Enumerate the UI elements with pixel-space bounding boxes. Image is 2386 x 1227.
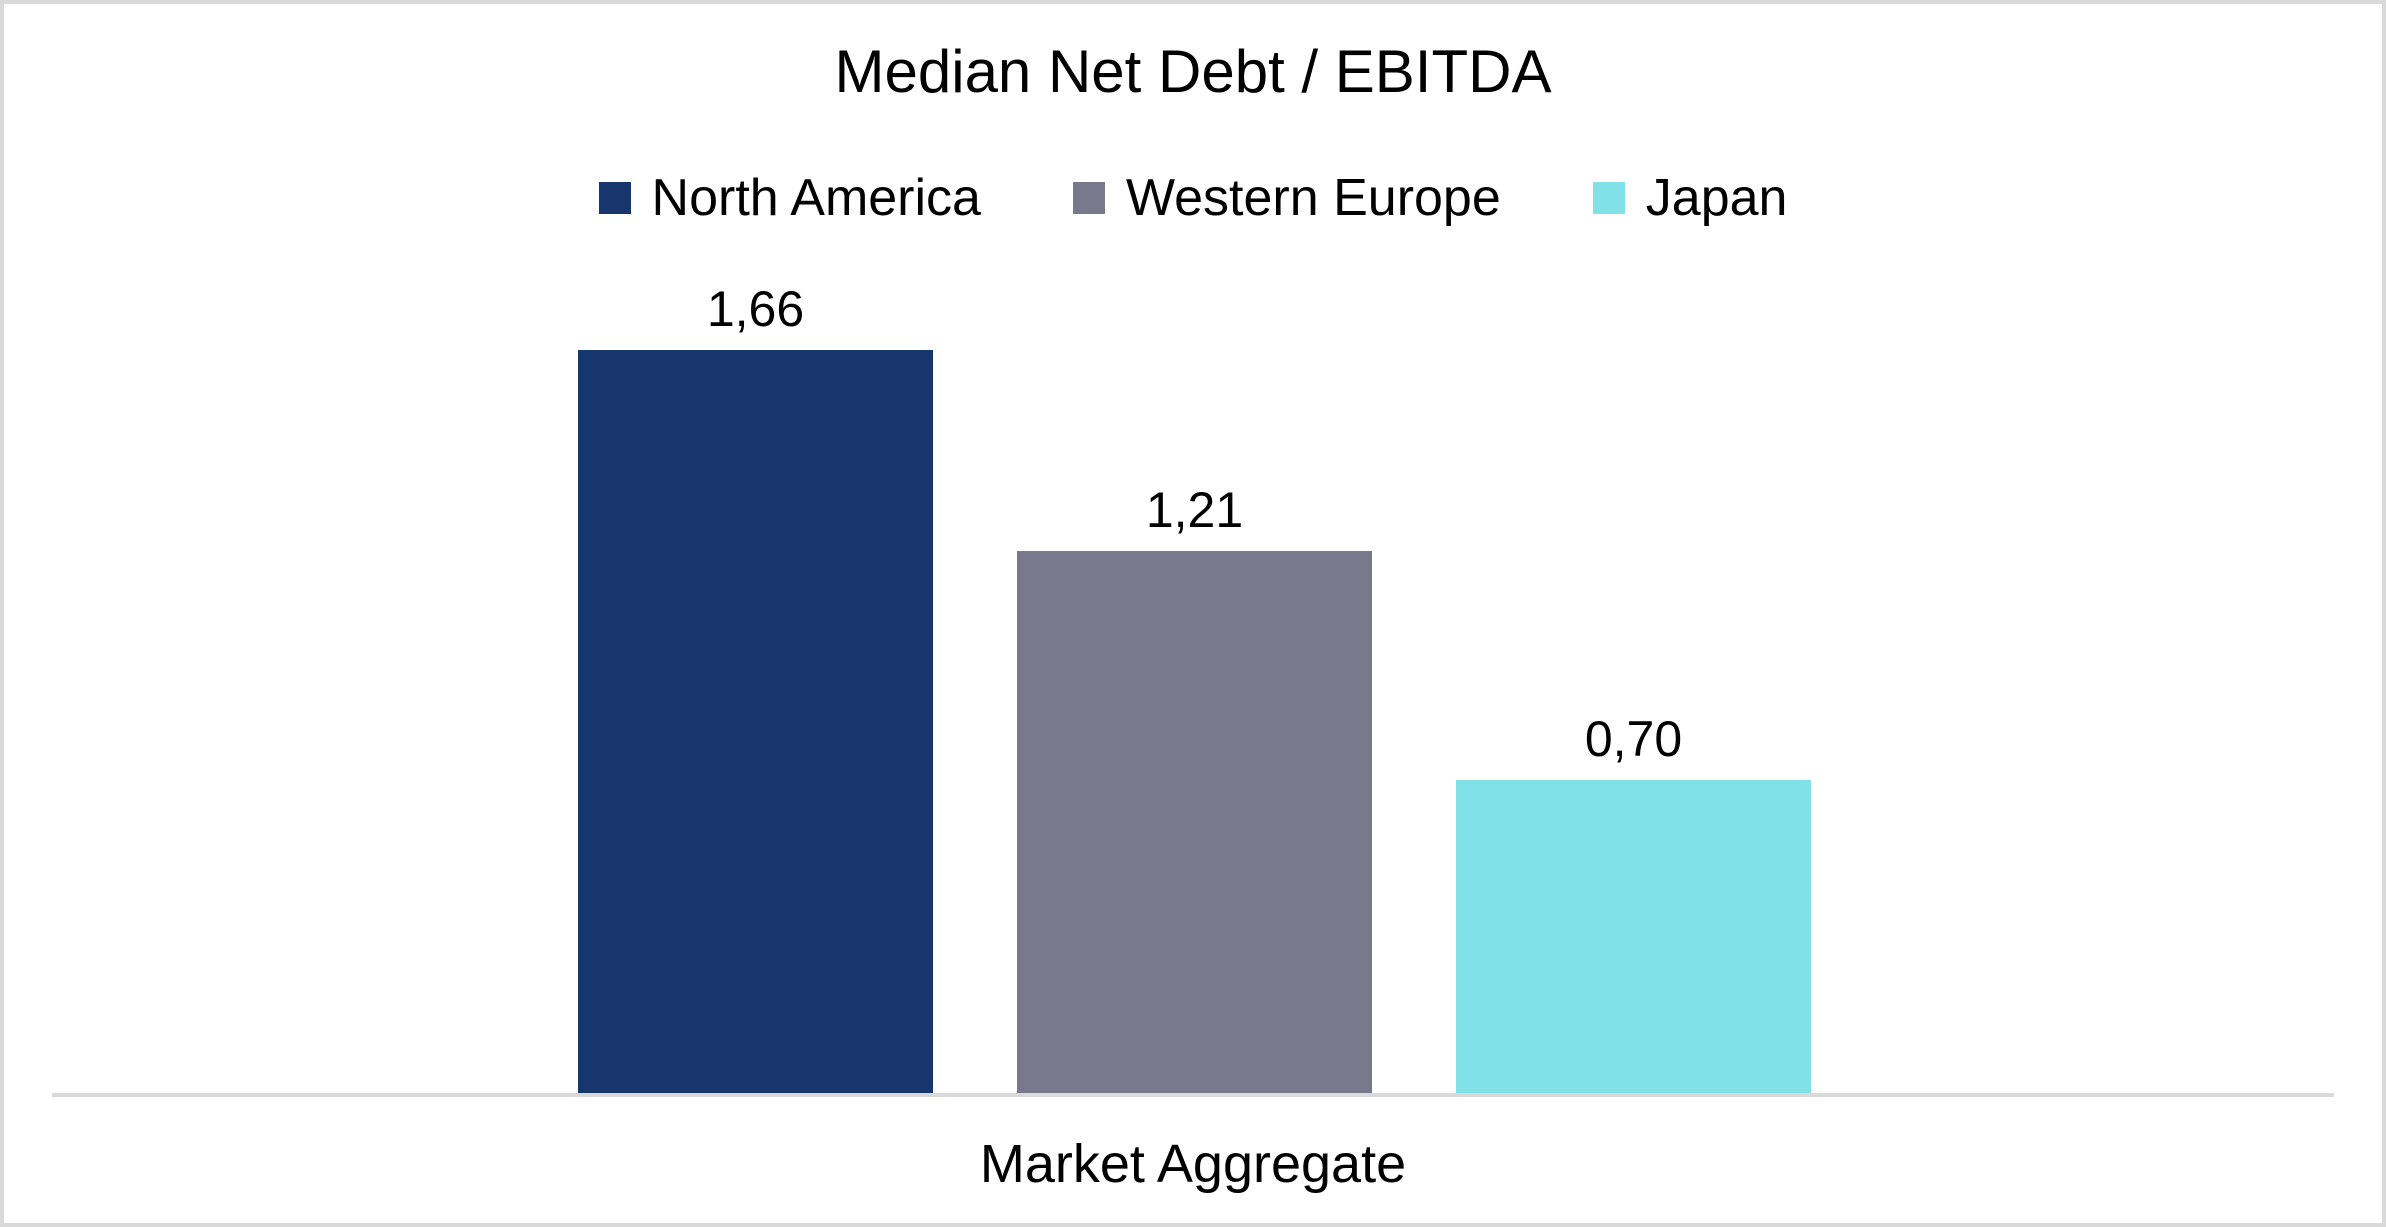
legend-item-japan: Japan bbox=[1592, 168, 1788, 228]
bar-group-north-america: 1,66 bbox=[578, 280, 933, 1093]
bar-north-america bbox=[578, 350, 933, 1093]
x-axis-line bbox=[52, 1093, 2334, 1097]
legend-label-japan: Japan bbox=[1645, 169, 1788, 227]
legend-marker-western-europe bbox=[1072, 182, 1105, 214]
bar-western-europe bbox=[1017, 551, 1372, 1093]
x-axis-category-label: Market Aggregate bbox=[979, 1134, 1407, 1194]
legend-marker-north-america bbox=[598, 182, 631, 214]
bar-value-label-japan: 0,70 bbox=[1584, 711, 1683, 767]
bar-group-japan: 0,70 bbox=[1456, 710, 1811, 1093]
legend-item-north-america: North America bbox=[598, 168, 981, 228]
legend-item-western-europe: Western Europe bbox=[1072, 168, 1501, 228]
legend-label-western-europe: Western Europe bbox=[1125, 169, 1501, 227]
bar-group-western-europe: 1,21 bbox=[1017, 481, 1372, 1093]
bar-value-label-western-europe: 1,21 bbox=[1145, 482, 1244, 538]
bar-japan bbox=[1456, 780, 1811, 1093]
legend-marker-japan bbox=[1592, 182, 1625, 214]
legend-label-north-america: North America bbox=[651, 169, 981, 227]
chart-title: Median Net Debt / EBITDA bbox=[834, 38, 1552, 105]
legend: North America Western Europe Japan bbox=[0, 168, 2386, 228]
bar-value-label-north-america: 1,66 bbox=[706, 281, 805, 337]
plot-area: 1,66 1,21 0,70 bbox=[578, 280, 1811, 1093]
